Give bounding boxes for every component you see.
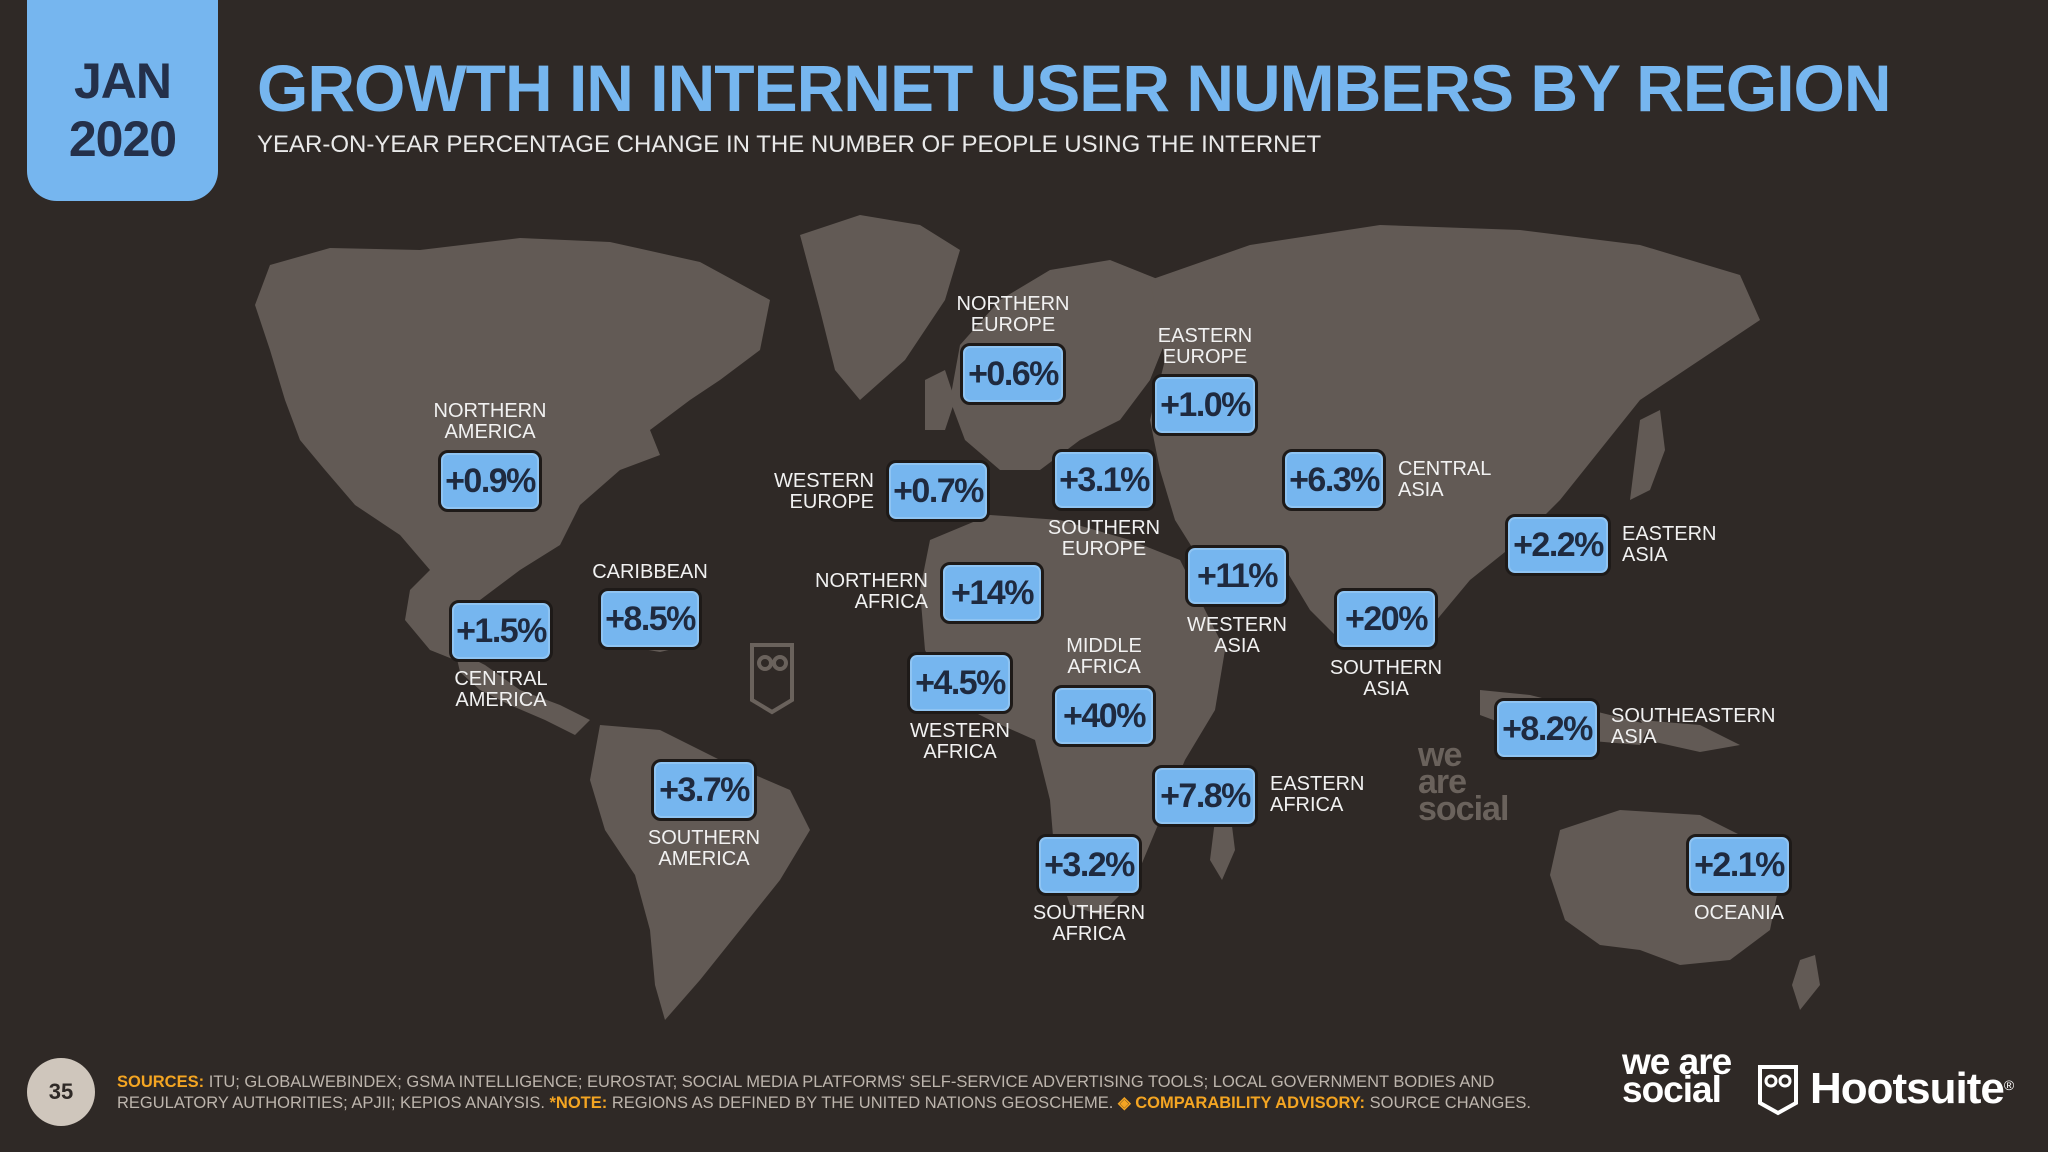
value-eastern-africa: +7.8%: [1152, 765, 1258, 827]
map-uk: [925, 370, 955, 430]
label-northern-europe: NORTHERN EUROPE: [956, 293, 1070, 336]
map-greenland: [800, 215, 960, 400]
value-central-asia: +6.3%: [1282, 449, 1386, 511]
label-northern-america: NORTHERN AMERICA: [433, 400, 547, 443]
advisory-text: SOURCE CHANGES.: [1369, 1094, 1531, 1112]
note-label: *NOTE:: [549, 1094, 608, 1112]
label-eastern-asia: EASTERN ASIA: [1622, 523, 1717, 566]
value-southern-africa: +3.2%: [1036, 834, 1142, 896]
sources-note: SOURCES: ITU; GLOBALWEBINDEX; GSMA INTEL…: [117, 1072, 1537, 1114]
map-madagascar: [1210, 810, 1235, 880]
sources-label: SOURCES:: [117, 1073, 205, 1091]
label-southern-asia: SOUTHERN ASIA: [1329, 657, 1443, 700]
label-western-asia: WESTERN ASIA: [1187, 614, 1287, 657]
label-southern-africa: SOUTHERN AFRICA: [1032, 902, 1146, 945]
date-tab: JAN 2020: [27, 0, 218, 201]
page-subtitle: YEAR-ON-YEAR PERCENTAGE CHANGE IN THE NU…: [257, 131, 1322, 158]
we-are-social-logo: we are social: [1622, 1041, 1732, 1110]
label-eastern-africa: EASTERN AFRICA: [1270, 773, 1365, 816]
label-eastern-europe: EASTERN EUROPE: [1157, 325, 1253, 368]
value-middle-africa: +40%: [1052, 685, 1156, 747]
owl-icon: [1758, 1065, 1798, 1116]
map-asia: [1150, 225, 1760, 640]
trademark: ®: [2003, 1077, 2015, 1093]
sources-text: ITU; GLOBALWEBINDEX; GSMA INTELLIGENCE; …: [117, 1073, 1495, 1112]
value-northern-europe: +0.6%: [960, 343, 1066, 405]
label-southeastern-asia: SOUTHEASTERN ASIA: [1611, 705, 1776, 748]
value-western-asia: +11%: [1185, 545, 1289, 607]
note-text: REGIONS AS DEFINED BY THE UNITED NATIONS…: [611, 1094, 1114, 1112]
advisory-label: ◈ COMPARABILITY ADVISORY:: [1117, 1094, 1366, 1112]
label-western-africa: WESTERN AFRICA: [910, 720, 1010, 763]
map-north-america: [255, 238, 770, 660]
map-central-america: [455, 650, 590, 735]
hootsuite-logo: Hootsuite ®: [1756, 1061, 2014, 1117]
map-new-zealand: [1792, 955, 1820, 1010]
value-caribbean: +8.5%: [598, 588, 702, 650]
date-year: 2020: [68, 111, 177, 167]
value-oceania: +2.1%: [1686, 834, 1792, 896]
value-southern-europe: +3.1%: [1052, 449, 1156, 511]
we-are-social-watermark: we are social: [1418, 736, 1509, 828]
value-eastern-asia: +2.2%: [1505, 514, 1611, 576]
value-western-europe: +0.7%: [886, 460, 990, 522]
value-eastern-europe: +1.0%: [1152, 374, 1258, 436]
map-japan: [1630, 410, 1665, 500]
value-northern-america: +0.9%: [438, 450, 542, 512]
value-southern-america: +3.7%: [651, 759, 757, 821]
date-month: JAN: [73, 53, 172, 109]
value-central-america: +1.5%: [449, 600, 553, 662]
page-title: GROWTH IN INTERNET USER NUMBERS BY REGIO…: [257, 51, 1892, 125]
page-number: 35: [27, 1058, 95, 1126]
value-western-africa: +4.5%: [907, 652, 1013, 714]
label-oceania: OCEANIA: [1693, 902, 1785, 924]
label-central-asia: CENTRAL ASIA: [1398, 458, 1492, 501]
map-new-guinea: [1640, 720, 1740, 752]
label-western-europe: WESTERN EUROPE: [774, 470, 874, 513]
label-central-america: CENTRAL AMERICA: [454, 668, 548, 711]
label-caribbean: CARIBBEAN: [592, 561, 708, 583]
value-southeastern-asia: +8.2%: [1494, 698, 1600, 760]
label-southern-america: SOUTHERN AMERICA: [647, 827, 761, 870]
value-southern-asia: +20%: [1334, 588, 1438, 650]
value-northern-africa: +14%: [940, 562, 1044, 624]
label-southern-europe: SOUTHERN EUROPE: [1047, 517, 1161, 560]
label-northern-africa: NORTHERN AFRICA: [815, 570, 928, 613]
label-middle-africa: MIDDLE AFRICA: [1066, 635, 1142, 678]
hootsuite-text: Hootsuite: [1810, 1064, 2005, 1113]
owl-watermark-icon: [750, 643, 794, 715]
